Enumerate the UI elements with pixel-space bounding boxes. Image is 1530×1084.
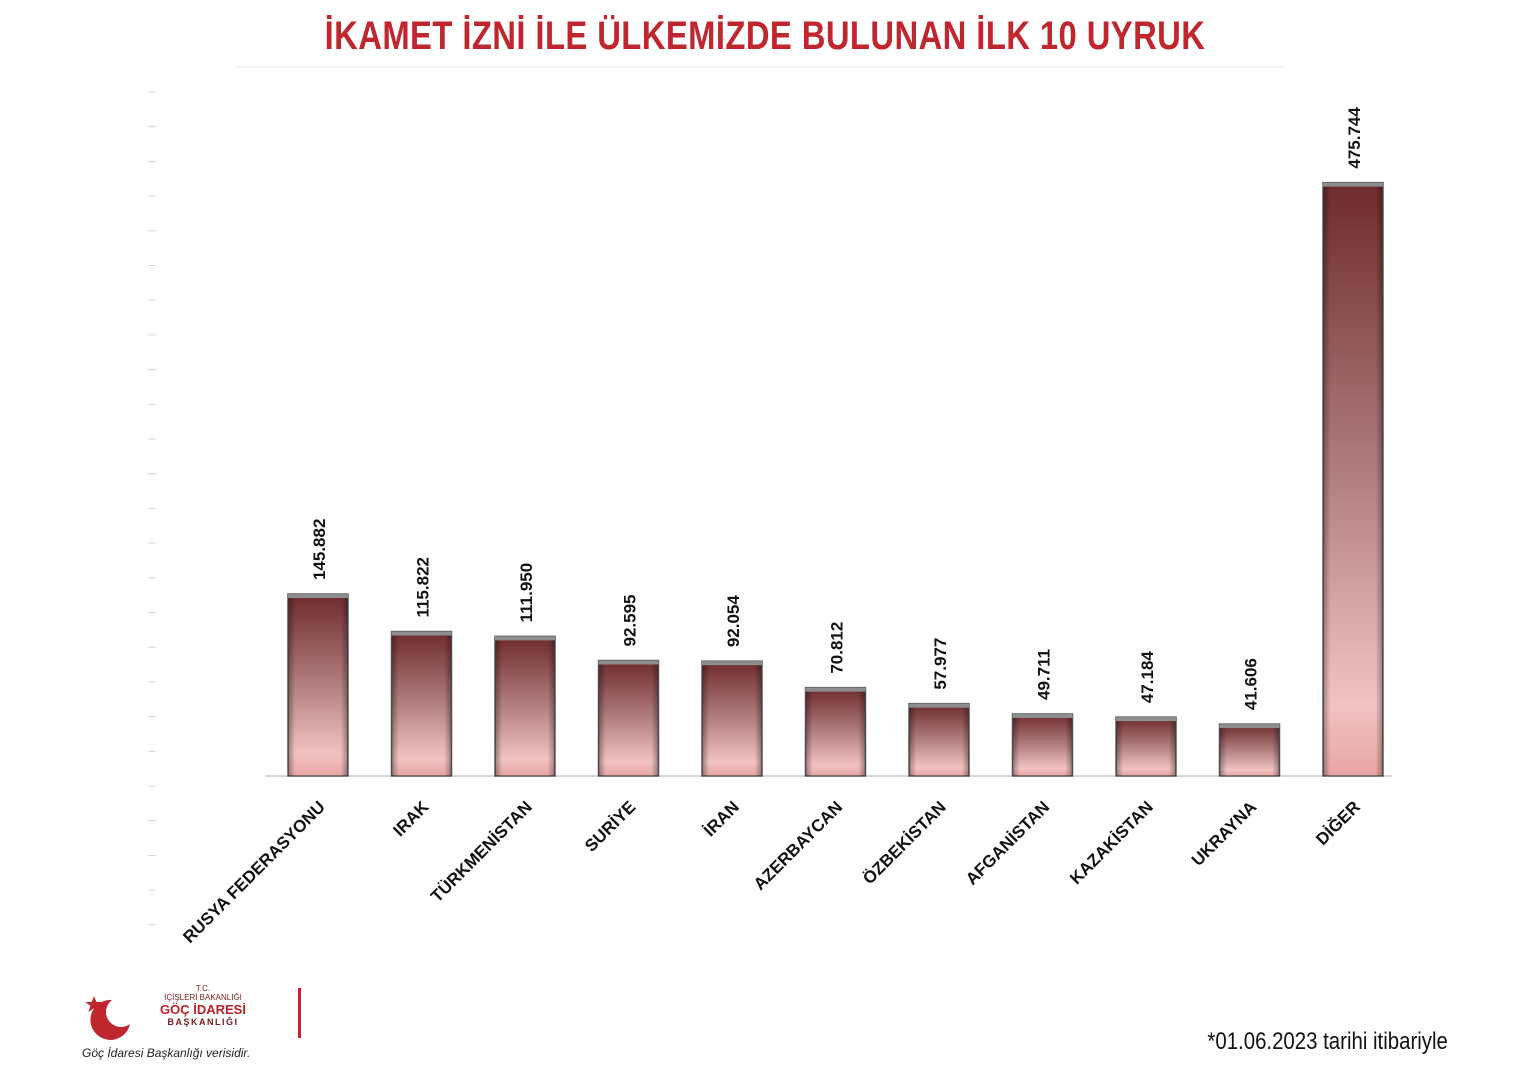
bar-value-label: 47.184 xyxy=(1138,651,1157,704)
bar-value-label: 475.744 xyxy=(1345,107,1364,169)
bar-value-label: 49.711 xyxy=(1035,649,1054,700)
category-label: DİĞER xyxy=(1312,797,1364,849)
bar-group: 92.595 SURİYE xyxy=(581,595,660,856)
bar-group: 475.744 DİĞER xyxy=(1312,107,1384,849)
category-label: TÜRKMENİSTAN xyxy=(427,797,536,906)
category-label: AFGANİSTAN xyxy=(962,797,1053,888)
bar-group: 92.054 İRAN xyxy=(700,595,763,840)
y-axis-ticks xyxy=(148,91,156,926)
category-label: ÖZBEKİSTAN xyxy=(859,797,950,888)
bar-top-cap xyxy=(1323,182,1383,187)
bar-group: 70.812 AZERBAYCAN xyxy=(750,622,867,894)
bar-value-label: 92.595 xyxy=(621,595,640,647)
bar-top-cap xyxy=(495,636,555,641)
bar-shading xyxy=(495,636,555,776)
bar-shading xyxy=(391,631,452,776)
bar-top-cap xyxy=(1116,717,1176,722)
bar-top-cap xyxy=(1219,724,1280,729)
bar-top-cap xyxy=(288,594,348,599)
category-label: İRAN xyxy=(700,797,743,840)
bar-shading xyxy=(1116,717,1176,776)
bar-top-cap xyxy=(598,660,659,665)
goc-idaresi-logo: T.C. İÇİŞLERİ BAKANLIĞI GÖÇ İDARESİ BAŞK… xyxy=(82,984,301,1064)
source-caption: Göç İdaresi Başkanlığı verisidir. xyxy=(82,1046,251,1060)
bar-group: 57.977 ÖZBEKİSTAN xyxy=(859,638,970,888)
category-label: AZERBAYCAN xyxy=(750,797,846,893)
bar-top-cap xyxy=(391,631,452,636)
bar-shading xyxy=(1323,182,1383,776)
logo-divider xyxy=(298,988,301,1038)
logo-line-tc: T.C. xyxy=(195,984,211,993)
bar-group: 145.882 RUSYA FEDERASYONU xyxy=(179,519,349,947)
bar-value-label: 111.950 xyxy=(517,563,536,623)
category-label: IRAK xyxy=(390,797,433,840)
logo-line-agency: GÖÇ İDARESİ xyxy=(160,1002,246,1017)
date-footnote: *01.06.2023 tarihi itibariyle xyxy=(1207,1028,1448,1055)
bar-shading xyxy=(1219,724,1280,776)
bar-value-label: 92.054 xyxy=(724,595,743,648)
bar-shading xyxy=(805,687,866,776)
bar-group: 47.184 KAZAKİSTAN xyxy=(1066,651,1177,888)
bar-top-cap xyxy=(702,661,762,666)
logo-wordmark: T.C. İÇİŞLERİ BAKANLIĞI GÖÇ İDARESİ BAŞK… xyxy=(140,984,266,1028)
logo-line-presidency: BAŞKANLIĞI xyxy=(167,1017,239,1027)
chart-title: İKAMET İZNİ İLE ÜLKEMİZDE BULUNAN İLK 10… xyxy=(324,14,1206,58)
bar-value-label: 145.882 xyxy=(310,519,329,580)
category-label: RUSYA FEDERASYONU xyxy=(179,797,328,946)
bar-shading xyxy=(288,594,348,776)
category-label: SURİYE xyxy=(581,797,639,855)
bar-shading xyxy=(1012,713,1073,776)
bar-top-cap xyxy=(909,703,969,708)
logo-line-ministry: İÇİŞLERİ BAKANLIĞI xyxy=(164,993,242,1002)
bar-group: 49.711 AFGANİSTAN xyxy=(962,649,1074,889)
bar-top-cap xyxy=(1012,713,1073,718)
bar-shading xyxy=(598,660,659,776)
bar-value-label: 57.977 xyxy=(931,638,950,690)
bar-group: 115.822 IRAK xyxy=(390,557,453,840)
bar-shading xyxy=(909,703,969,776)
category-label: UKRAYNA xyxy=(1188,797,1260,869)
bar-group: 41.606 UKRAYNA xyxy=(1188,658,1281,870)
bar-value-label: 115.822 xyxy=(414,557,433,618)
bar-shading xyxy=(702,661,762,776)
bar-value-label: 70.812 xyxy=(828,622,847,674)
bar-top-cap xyxy=(805,687,866,692)
bar-chart: 145.882 RUSYA FEDERASYONU 115.822 IRAK 111.9… xyxy=(148,66,1392,947)
category-label: KAZAKİSTAN xyxy=(1066,797,1157,888)
crescent-star-icon xyxy=(85,996,130,1040)
bar-value-label: 41.606 xyxy=(1242,658,1261,710)
